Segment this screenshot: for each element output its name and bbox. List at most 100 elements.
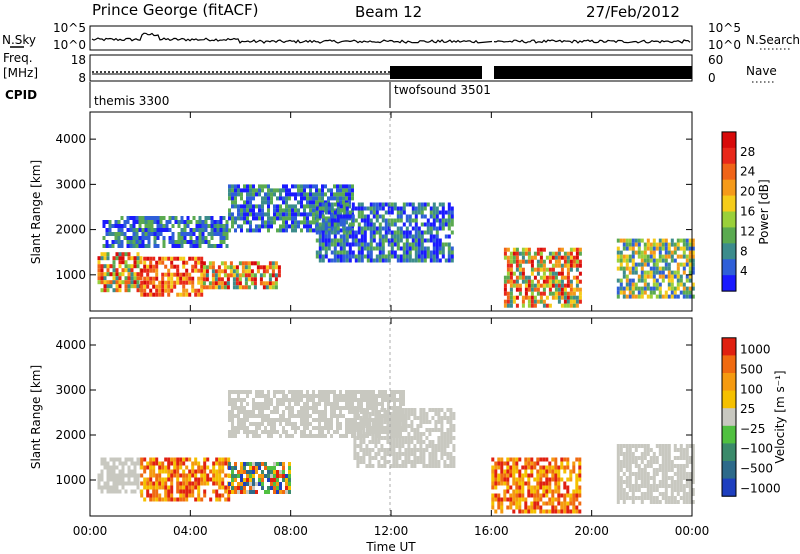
echo-cell <box>401 452 405 456</box>
echo-cell <box>249 228 252 233</box>
echo-cell <box>426 218 430 223</box>
echo-cell <box>622 500 626 504</box>
echo-cell <box>390 394 393 398</box>
echo-cell <box>435 258 439 263</box>
echo-cell <box>276 196 279 201</box>
echo-cell <box>318 242 322 247</box>
echo-cell <box>652 456 656 460</box>
echo-cell <box>124 280 128 285</box>
echo-cell <box>309 196 312 201</box>
echo-cell <box>438 238 442 243</box>
echo-cell <box>384 394 387 398</box>
echo-cell <box>226 265 230 270</box>
echo-cell <box>252 474 255 478</box>
echo-cell <box>133 284 137 289</box>
echo-cell <box>120 224 124 228</box>
echo-cell <box>494 485 498 490</box>
echo-cell <box>378 214 382 219</box>
echo-cell <box>336 192 339 197</box>
echo-cell <box>628 444 632 448</box>
echo-region <box>97 457 143 494</box>
echo-cell <box>243 220 246 225</box>
echo-cell <box>123 236 127 240</box>
echo-cell <box>231 422 234 426</box>
echo-cell <box>545 303 549 308</box>
echo-cell <box>685 460 689 464</box>
echo-cell <box>249 478 252 482</box>
echo-cell <box>497 497 501 502</box>
echo-cell <box>274 265 278 270</box>
echo-cell <box>691 250 695 255</box>
echo-cell <box>270 430 273 434</box>
echo-cell <box>327 202 331 207</box>
echo-cell <box>210 228 214 232</box>
echo-cell <box>670 290 674 295</box>
echo-cell <box>188 469 192 474</box>
echo-cell <box>138 224 142 228</box>
echo-cell <box>345 426 348 430</box>
echo-cell <box>339 204 342 209</box>
echo-cell <box>252 414 255 418</box>
echo-cell <box>261 394 264 398</box>
echo-cell <box>658 294 662 299</box>
echo-cell <box>395 424 399 428</box>
echo-cell <box>339 212 342 217</box>
echo-cell <box>143 481 147 486</box>
echo-cell <box>249 184 252 189</box>
echo-cell <box>670 484 674 488</box>
echo-cell <box>252 398 255 402</box>
echo-cell <box>631 250 635 255</box>
echo-cell <box>688 254 692 259</box>
echo-cell <box>127 272 131 277</box>
echo-cell <box>622 492 626 496</box>
echo-cell <box>327 242 331 247</box>
echo-cell <box>246 390 249 394</box>
echo-cell <box>261 470 264 474</box>
echo-cell <box>362 420 366 424</box>
echo-cell <box>655 500 659 504</box>
echo-cell <box>274 277 278 282</box>
echo-cell <box>518 287 522 292</box>
echo-cell <box>306 220 309 225</box>
echo-cell <box>518 497 522 502</box>
echo-cell <box>339 184 342 189</box>
echo-cell <box>173 473 177 478</box>
echo-cell <box>132 240 136 244</box>
echo-cell <box>258 228 261 233</box>
echo-cell <box>380 416 384 420</box>
echo-cell <box>256 265 260 270</box>
echo-cell <box>389 424 393 428</box>
echo-cell <box>303 410 306 414</box>
echo-cell <box>345 402 348 406</box>
echo-cell <box>327 238 331 243</box>
echo-cell <box>156 232 160 236</box>
echo-cell <box>351 254 355 259</box>
echo-cell <box>256 269 260 274</box>
echo-cell <box>625 286 629 291</box>
echo-cell <box>205 285 209 290</box>
echo-cell <box>616 258 620 263</box>
echo-cell <box>410 408 414 412</box>
echo-cell <box>324 200 327 205</box>
echo-cell <box>491 485 495 490</box>
echo-cell <box>429 238 433 243</box>
echo-cell <box>530 279 534 284</box>
echo-cell <box>372 246 376 251</box>
echo-cell <box>631 460 635 464</box>
echo-cell <box>428 432 432 436</box>
echo-cell <box>616 456 620 460</box>
echo-cell <box>432 222 436 227</box>
echo-cell <box>390 218 394 223</box>
echo-cell <box>399 246 403 251</box>
echo-cell <box>246 196 249 201</box>
echo-cell <box>136 485 140 490</box>
echo-cell <box>557 279 561 284</box>
echo-cell <box>211 261 215 266</box>
echo-cell <box>557 299 561 304</box>
echo-cell <box>182 280 186 285</box>
echo-cell <box>306 426 309 430</box>
echo-cell <box>631 488 635 492</box>
echo-cell <box>179 481 183 486</box>
echo-cell <box>212 489 216 494</box>
echo-cell <box>518 275 522 280</box>
